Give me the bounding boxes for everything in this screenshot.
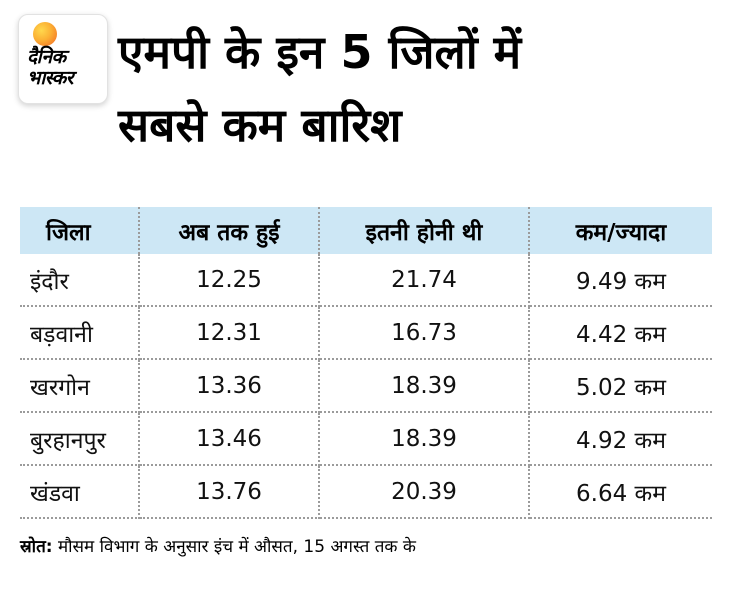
cell-expected: 16.73: [320, 307, 530, 361]
cell-district: खंडवा: [20, 466, 140, 520]
col-header-expected: इतनी होनी थी: [320, 207, 530, 255]
table-row: इंदौर 12.25 21.74 9.49 कम: [20, 254, 712, 308]
logo-text-line2: भास्कर: [27, 66, 74, 89]
table-row: बुरहानपुर 13.46 18.39 4.92 कम: [20, 413, 712, 467]
source-note: स्रोत: मौसम विभाग के अनुसार इंच में औसत,…: [20, 534, 730, 557]
cell-expected: 18.39: [320, 413, 530, 467]
page-title-line2: सबसे कम बारिश: [118, 97, 402, 152]
cell-difference: 4.92 कम: [530, 413, 712, 467]
page-title-line1: एमपी के इन 5 जिलों में: [118, 25, 522, 79]
logo-text: दैनिक भास्कर: [27, 47, 101, 88]
table-row: खंडवा 13.76 20.39 6.64 कम: [20, 466, 712, 520]
table-row: खरगोन 13.36 18.39 5.02 कम: [20, 360, 712, 414]
cell-rain-so-far: 12.25: [140, 254, 320, 308]
cell-expected: 21.74: [320, 254, 530, 308]
rainfall-table: जिला अब तक हुई इतनी होनी थी कम/ज्यादा इं…: [20, 207, 712, 520]
cell-difference: 5.02 कम: [530, 360, 712, 414]
cell-difference: 9.49 कम: [530, 254, 712, 308]
cell-district: बुरहानपुर: [20, 413, 140, 467]
table-row: बड़वानी 12.31 16.73 4.42 कम: [20, 307, 712, 361]
cell-rain-so-far: 13.46: [140, 413, 320, 467]
cell-district: बड़वानी: [20, 307, 140, 361]
cell-rain-so-far: 13.36: [140, 360, 320, 414]
logo-text-line1: दैनिक: [27, 46, 66, 68]
cell-rain-so-far: 12.31: [140, 307, 320, 361]
cell-district: इंदौर: [20, 254, 140, 308]
cell-rain-so-far: 13.76: [140, 466, 320, 520]
cell-expected: 18.39: [320, 360, 530, 414]
source-text: मौसम विभाग के अनुसार इंच में औसत, 15 अगस…: [57, 537, 416, 558]
source-label: स्रोत:: [20, 537, 53, 558]
cell-expected: 20.39: [320, 466, 530, 520]
cell-difference: 6.64 कम: [530, 466, 712, 520]
col-header-difference: कम/ज्यादा: [530, 207, 712, 255]
logo-sun-icon: [33, 22, 57, 46]
cell-district: खरगोन: [20, 360, 140, 414]
page-title: एमपी के इन 5 जिलों में सबसे कम बारिश: [118, 0, 730, 161]
dainik-bhaskar-logo: दैनिक भास्कर: [18, 14, 108, 104]
table-header-row: जिला अब तक हुई इतनी होनी थी कम/ज्यादा: [20, 207, 712, 255]
cell-difference: 4.42 कम: [530, 307, 712, 361]
col-header-district: जिला: [20, 207, 140, 255]
col-header-rain-so-far: अब तक हुई: [140, 207, 320, 255]
